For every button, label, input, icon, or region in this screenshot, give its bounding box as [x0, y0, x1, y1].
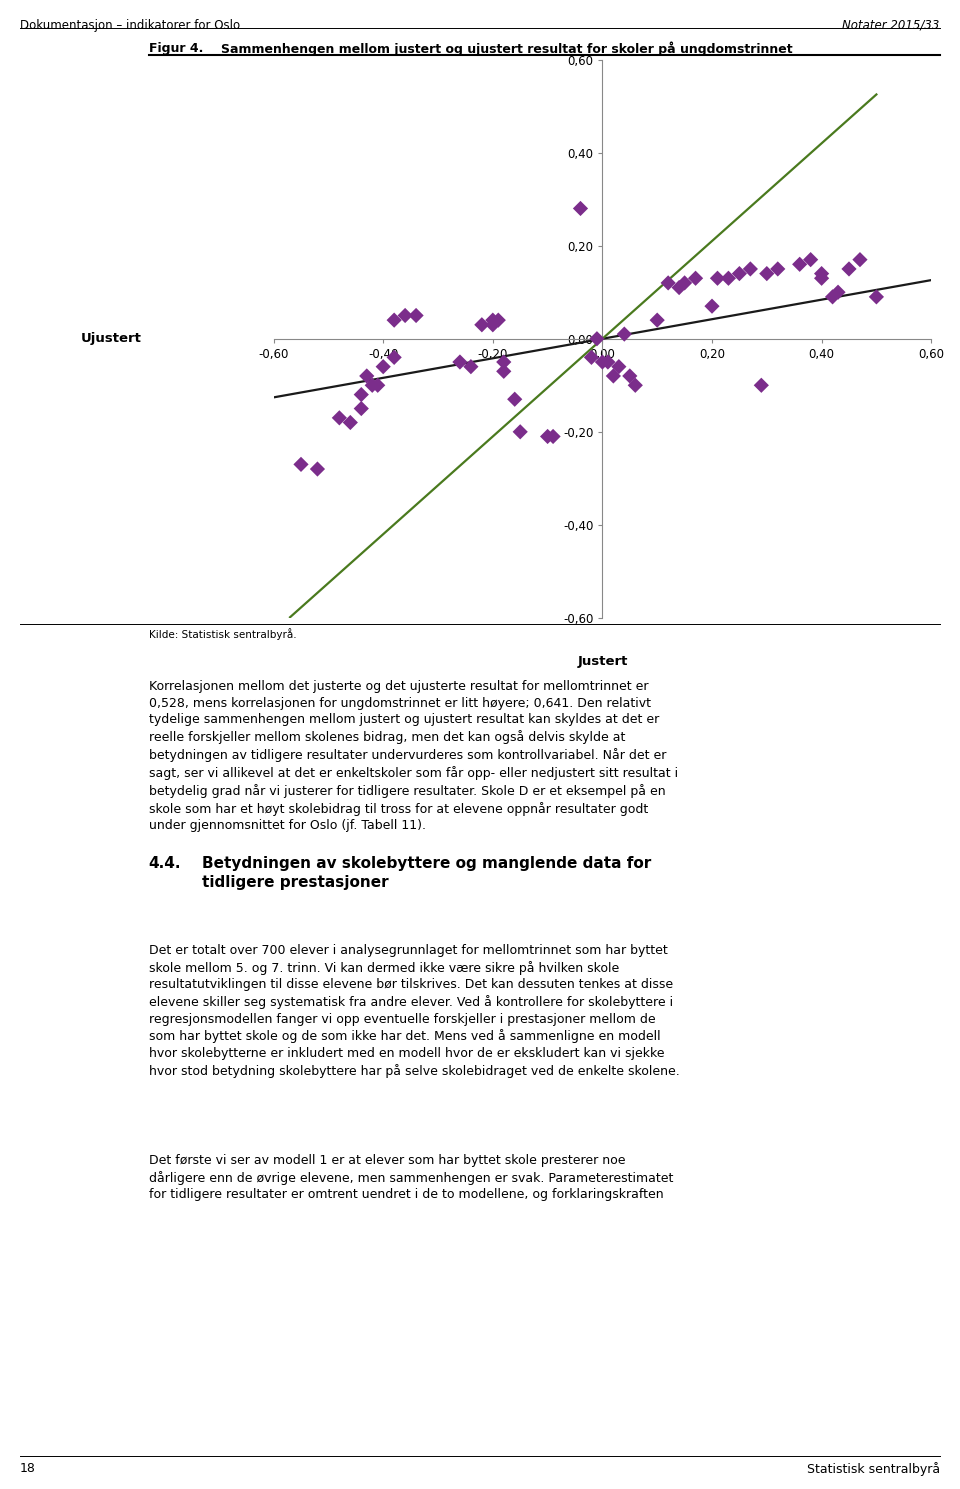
Point — [770, 258, 785, 281]
Point — [387, 308, 402, 332]
Point — [721, 267, 736, 290]
Point — [343, 411, 358, 435]
Point — [474, 313, 490, 337]
Point — [573, 197, 588, 220]
Point — [705, 295, 720, 319]
Point — [825, 284, 840, 308]
Text: Sammenhengen mellom justert og ujustert resultat for skoler på ungdomstrinnet: Sammenhengen mellom justert og ujustert … — [221, 42, 792, 57]
Text: Dokumentasjon – indikatorer for Oslo: Dokumentasjon – indikatorer for Oslo — [20, 18, 240, 31]
Text: Figur 4.: Figur 4. — [149, 42, 204, 55]
Point — [370, 374, 385, 398]
Point — [814, 262, 829, 286]
Point — [650, 308, 665, 332]
Point — [353, 383, 369, 406]
Point — [408, 304, 423, 328]
Point — [513, 420, 528, 444]
Point — [375, 354, 391, 378]
Text: Det første vi ser av modell 1 er at elever som har byttet skole presterer noe
då: Det første vi ser av modell 1 er at elev… — [149, 1154, 673, 1202]
Point — [688, 267, 704, 290]
Text: Ujustert: Ujustert — [82, 332, 142, 345]
Point — [589, 326, 605, 350]
Point — [507, 387, 522, 411]
Point — [732, 262, 747, 286]
Point — [496, 359, 512, 383]
Text: Kilde: Statistisk sentralbyrå.: Kilde: Statistisk sentralbyrå. — [149, 628, 297, 640]
Point — [743, 258, 758, 281]
Point — [754, 374, 769, 398]
Point — [803, 247, 818, 271]
Point — [331, 406, 347, 430]
Point — [540, 424, 555, 448]
Point — [485, 308, 500, 332]
Text: Det er totalt over 700 elever i analysegrunnlaget for mellomtrinnet som har bytt: Det er totalt over 700 elever i analyseg… — [149, 944, 680, 1078]
Point — [310, 457, 325, 481]
Text: Notater 2015/33: Notater 2015/33 — [843, 18, 940, 31]
Point — [452, 350, 468, 374]
Text: Statistisk sentralbyrå: Statistisk sentralbyrå — [806, 1462, 940, 1476]
Point — [869, 284, 884, 308]
Point — [359, 363, 374, 387]
Point — [616, 322, 632, 345]
Point — [600, 350, 615, 374]
Point — [387, 345, 402, 369]
Point — [584, 345, 599, 369]
Point — [841, 258, 856, 281]
Point — [792, 252, 807, 275]
Point — [830, 280, 846, 304]
Point — [463, 354, 478, 378]
Point — [491, 308, 506, 332]
Point — [628, 374, 643, 398]
Point — [496, 350, 512, 374]
Point — [397, 304, 413, 328]
Point — [485, 313, 500, 337]
Point — [353, 396, 369, 420]
Point — [294, 453, 309, 476]
Point — [594, 350, 610, 374]
Point — [660, 271, 676, 295]
Point — [622, 363, 637, 387]
Point — [671, 275, 686, 299]
Text: Betydningen av skolebyttere og manglende data for
tidligere prestasjoner: Betydningen av skolebyttere og manglende… — [202, 856, 651, 890]
Text: 18: 18 — [20, 1462, 36, 1476]
Point — [814, 267, 829, 290]
Point — [606, 363, 621, 387]
Point — [677, 271, 692, 295]
Text: 4.4.: 4.4. — [149, 856, 181, 871]
Point — [365, 374, 380, 398]
Point — [852, 247, 868, 271]
Point — [759, 262, 775, 286]
Text: Korrelasjonen mellom det justerte og det ujusterte resultat for mellomtrinnet er: Korrelasjonen mellom det justerte og det… — [149, 680, 678, 832]
Point — [709, 267, 725, 290]
Text: Justert: Justert — [577, 655, 628, 669]
Point — [612, 354, 627, 378]
Point — [545, 424, 561, 448]
